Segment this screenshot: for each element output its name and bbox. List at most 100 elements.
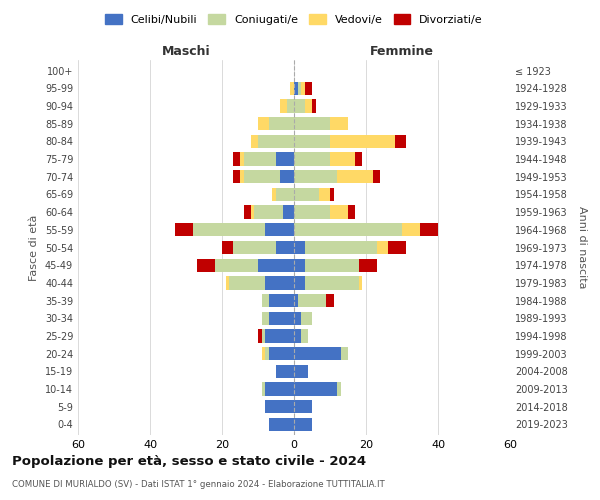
Bar xyxy=(294,418,312,431)
Bar xyxy=(301,312,312,325)
Bar xyxy=(233,170,240,183)
Bar xyxy=(262,382,265,396)
Bar xyxy=(240,152,244,166)
Bar xyxy=(290,82,294,95)
Bar xyxy=(193,223,265,236)
Bar xyxy=(262,312,269,325)
Bar xyxy=(305,241,377,254)
Bar xyxy=(233,241,276,254)
Bar xyxy=(337,382,341,396)
Bar xyxy=(294,188,319,201)
Bar xyxy=(280,170,294,183)
Bar xyxy=(244,170,280,183)
Bar xyxy=(197,258,215,272)
Bar xyxy=(262,347,265,360)
Bar xyxy=(265,347,269,360)
Bar xyxy=(294,382,337,396)
Bar xyxy=(305,258,359,272)
Bar xyxy=(348,206,355,219)
Bar xyxy=(294,276,305,289)
Bar xyxy=(244,206,251,219)
Bar xyxy=(251,134,258,148)
Bar xyxy=(330,188,334,201)
Bar xyxy=(258,134,294,148)
Bar xyxy=(326,294,334,307)
Bar xyxy=(294,312,301,325)
Bar xyxy=(377,241,388,254)
Bar xyxy=(294,400,312,413)
Bar xyxy=(395,134,406,148)
Bar xyxy=(251,206,254,219)
Bar xyxy=(269,418,294,431)
Legend: Celibi/Nubili, Coniugati/e, Vedovi/e, Divorziati/e: Celibi/Nubili, Coniugati/e, Vedovi/e, Di… xyxy=(101,10,487,29)
Bar xyxy=(276,241,294,254)
Bar xyxy=(330,134,395,148)
Bar xyxy=(215,258,258,272)
Bar xyxy=(265,382,294,396)
Bar xyxy=(222,241,233,254)
Bar xyxy=(294,117,330,130)
Bar xyxy=(258,258,294,272)
Bar xyxy=(254,206,283,219)
Bar xyxy=(294,223,402,236)
Bar xyxy=(258,117,269,130)
Text: Maschi: Maschi xyxy=(161,45,211,58)
Bar xyxy=(294,330,301,342)
Bar xyxy=(265,276,294,289)
Bar xyxy=(262,294,269,307)
Bar xyxy=(294,258,305,272)
Bar xyxy=(319,188,330,201)
Bar xyxy=(272,188,276,201)
Bar xyxy=(402,223,420,236)
Bar xyxy=(269,347,294,360)
Bar xyxy=(355,152,362,166)
Bar xyxy=(294,347,341,360)
Bar xyxy=(269,117,294,130)
Bar xyxy=(294,100,305,112)
Y-axis label: Fasce di età: Fasce di età xyxy=(29,214,39,280)
Bar xyxy=(330,117,348,130)
Bar xyxy=(226,276,229,289)
Bar xyxy=(280,100,287,112)
Bar xyxy=(175,223,193,236)
Bar xyxy=(294,134,330,148)
Bar xyxy=(388,241,406,254)
Bar xyxy=(330,152,355,166)
Bar xyxy=(269,312,294,325)
Bar xyxy=(269,294,294,307)
Bar xyxy=(298,82,301,95)
Bar xyxy=(330,206,348,219)
Bar xyxy=(233,152,240,166)
Bar xyxy=(294,170,337,183)
Bar xyxy=(240,170,244,183)
Bar xyxy=(283,206,294,219)
Bar xyxy=(244,152,276,166)
Bar xyxy=(373,170,380,183)
Y-axis label: Anni di nascita: Anni di nascita xyxy=(577,206,587,289)
Bar xyxy=(294,241,305,254)
Bar xyxy=(341,347,348,360)
Bar xyxy=(294,82,298,95)
Bar xyxy=(276,152,294,166)
Bar xyxy=(265,223,294,236)
Bar xyxy=(420,223,438,236)
Bar xyxy=(359,276,362,289)
Bar xyxy=(359,258,377,272)
Bar xyxy=(294,294,298,307)
Text: COMUNE DI MURIALDO (SV) - Dati ISTAT 1° gennaio 2024 - Elaborazione TUTTITALIA.I: COMUNE DI MURIALDO (SV) - Dati ISTAT 1° … xyxy=(12,480,385,489)
Bar xyxy=(276,364,294,378)
Bar xyxy=(287,100,294,112)
Bar xyxy=(305,82,312,95)
Bar xyxy=(229,276,265,289)
Bar xyxy=(305,100,312,112)
Bar xyxy=(276,188,294,201)
Bar xyxy=(262,330,265,342)
Bar xyxy=(301,330,308,342)
Text: Popolazione per età, sesso e stato civile - 2024: Popolazione per età, sesso e stato civil… xyxy=(12,455,366,468)
Bar xyxy=(294,206,330,219)
Bar xyxy=(337,170,373,183)
Bar xyxy=(301,82,305,95)
Bar xyxy=(265,330,294,342)
Bar xyxy=(298,294,326,307)
Bar xyxy=(258,330,262,342)
